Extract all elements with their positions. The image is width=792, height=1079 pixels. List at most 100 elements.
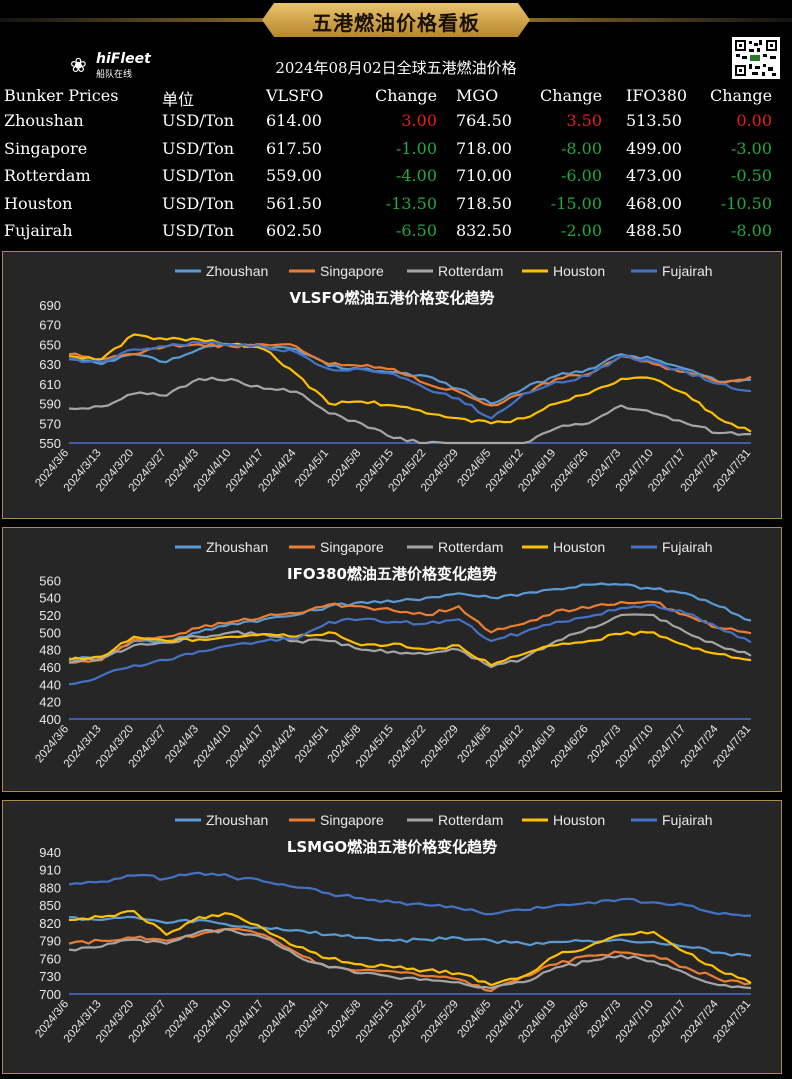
mgo-change: -6.00 bbox=[560, 166, 602, 185]
y-tick-label: 730 bbox=[39, 969, 61, 984]
series-line-fujairah bbox=[68, 603, 752, 686]
y-tick-label: 420 bbox=[39, 695, 61, 710]
legend-label: Houston bbox=[553, 263, 605, 279]
port-name: Rotterdam bbox=[4, 166, 91, 185]
header-vlsfo: VLSFO bbox=[266, 86, 324, 105]
series-line-zhoushan bbox=[68, 915, 752, 957]
x-tick-label: 2024/5/1 bbox=[293, 447, 331, 489]
ifo380-change: -3.00 bbox=[730, 138, 772, 158]
vlsfo-price: 602.50 bbox=[266, 221, 322, 240]
ifo380-change: -0.50 bbox=[730, 166, 772, 185]
logo-sub: 船队在线 bbox=[96, 70, 133, 80]
port-name: Fujairah bbox=[4, 221, 73, 240]
mgo-price: 832.50 bbox=[456, 221, 512, 240]
y-tick-label: 570 bbox=[39, 416, 61, 431]
ifo380-price: 473.00 bbox=[626, 166, 682, 185]
mgo-price: 718.50 bbox=[456, 193, 512, 213]
mgo-change: -15.00 bbox=[550, 193, 602, 213]
x-tick-label: 2024/5/1 bbox=[293, 723, 331, 765]
mgo-change: -2.00 bbox=[560, 221, 602, 240]
legend-label: Singapore bbox=[320, 812, 384, 828]
x-tick-label: 2024/5/1 bbox=[293, 998, 331, 1040]
header-mgo-change: Change bbox=[540, 86, 603, 105]
series-line-zhoushan bbox=[68, 342, 751, 405]
y-tick-label: 590 bbox=[39, 397, 61, 412]
vlsfo-change: -13.50 bbox=[385, 193, 437, 213]
y-tick-label: 610 bbox=[39, 377, 61, 392]
legend-label: Zhoushan bbox=[206, 812, 268, 828]
report-subtitle: 2024年08月02日全球五港燃油价格 bbox=[275, 59, 517, 77]
vlsfo-change: -1.00 bbox=[395, 138, 437, 158]
y-tick-label: 670 bbox=[39, 318, 61, 333]
ifo380-price: 488.50 bbox=[626, 221, 682, 240]
vlsfo-chart-panel: Zhoushan Singapore Rotterdam Houston Fujaira… bbox=[2, 251, 782, 519]
y-tick-label: 700 bbox=[39, 987, 61, 1002]
banner-title: 五港燃油价格看板 bbox=[312, 11, 480, 35]
legend-label: Houston bbox=[553, 812, 605, 828]
vlsfo-price: 561.50 bbox=[266, 193, 322, 213]
y-tick-label: 820 bbox=[39, 916, 61, 931]
y-tick-label: 550 bbox=[39, 436, 61, 451]
table-row: Houston USD/Ton 561.50 -13.50 718.50 -15.00 46… bbox=[0, 191, 792, 217]
y-tick-label: 880 bbox=[39, 880, 61, 895]
ifo380-price: 513.50 bbox=[626, 111, 682, 130]
qr-code-icon bbox=[732, 37, 780, 79]
title-banner: 五港燃油价格看板 bbox=[0, 0, 792, 40]
y-tick-label: 940 bbox=[39, 845, 61, 860]
chart-title: VLSFO燃油五港价格变化趋势 bbox=[290, 289, 495, 307]
y-tick-label: 520 bbox=[39, 608, 61, 623]
mgo-price: 710.00 bbox=[456, 166, 512, 185]
header-unit: 单位 bbox=[162, 90, 195, 109]
legend-label: Fujairah bbox=[662, 539, 713, 555]
line-chart: Zhoushan Singapore Rotterdam Houston Fujaira… bbox=[33, 812, 753, 1045]
series-line-fujairah bbox=[68, 871, 752, 917]
hifleet-logo: ❀ hiFleet 船队在线 bbox=[70, 51, 160, 80]
y-tick-label: 850 bbox=[39, 898, 61, 913]
ifo380-chart-panel: Zhoushan Singapore Rotterdam Houston Fujaira… bbox=[2, 527, 782, 792]
unit: USD/Ton bbox=[162, 138, 235, 158]
legend-label: Rotterdam bbox=[438, 263, 503, 279]
port-name: Houston bbox=[4, 193, 73, 213]
y-tick-label: 690 bbox=[39, 298, 61, 313]
legend-label: Zhoushan bbox=[206, 263, 268, 279]
mgo-price: 764.50 bbox=[456, 111, 512, 130]
banner-plate: 五港燃油价格看板 bbox=[262, 3, 530, 37]
series-line-houston bbox=[68, 910, 752, 987]
mgo-change: -8.00 bbox=[560, 138, 602, 158]
table-row: Zhoushan USD/Ton 614.00 3.00 764.50 3.50 513.5… bbox=[0, 108, 792, 134]
y-tick-label: 500 bbox=[39, 625, 61, 640]
header-ifo380: IFO380 bbox=[626, 86, 688, 105]
header-mgo: MGO bbox=[456, 86, 499, 105]
header-bunker-prices: Bunker Prices bbox=[4, 86, 119, 105]
legend-label: Zhoushan bbox=[206, 539, 268, 555]
mgo-price: 718.00 bbox=[456, 138, 512, 158]
legend-label: Singapore bbox=[320, 263, 384, 279]
chart-title: IFO380燃油五港价格变化趋势 bbox=[287, 565, 497, 583]
series-line-fujairah bbox=[68, 340, 752, 420]
ifo380-price: 499.00 bbox=[626, 138, 682, 158]
unit: USD/Ton bbox=[162, 166, 235, 185]
y-tick-label: 560 bbox=[39, 573, 61, 588]
logo-brand: hiFleet bbox=[96, 51, 151, 67]
line-chart: Zhoushan Singapore Rotterdam Houston Fujaira… bbox=[33, 539, 753, 770]
series-line-houston bbox=[68, 630, 752, 667]
y-tick-label: 540 bbox=[39, 591, 61, 606]
series-line-rotterdam bbox=[68, 928, 752, 990]
y-tick-label: 460 bbox=[39, 660, 61, 675]
header-ifo380-change: Change bbox=[710, 86, 773, 105]
series-line-houston bbox=[68, 333, 752, 433]
vlsfo-price: 617.50 bbox=[266, 138, 322, 158]
vlsfo-change: -4.00 bbox=[395, 166, 437, 185]
y-tick-label: 760 bbox=[39, 951, 61, 966]
table-header: Bunker Prices 单位 VLSFO Change MGO Change… bbox=[0, 83, 792, 109]
y-tick-label: 650 bbox=[39, 337, 61, 352]
mgo-change: 3.50 bbox=[566, 111, 602, 130]
header-vlsfo-change: Change bbox=[375, 86, 438, 105]
legend-label: Rotterdam bbox=[438, 539, 503, 555]
legend-label: Houston bbox=[553, 539, 605, 555]
vlsfo-price: 614.00 bbox=[266, 111, 322, 130]
line-chart: Zhoushan Singapore Rotterdam Houston Fujaira… bbox=[33, 263, 753, 494]
legend-label: Rotterdam bbox=[438, 812, 503, 828]
y-tick-label: 630 bbox=[39, 357, 61, 372]
legend-label: Fujairah bbox=[662, 263, 713, 279]
